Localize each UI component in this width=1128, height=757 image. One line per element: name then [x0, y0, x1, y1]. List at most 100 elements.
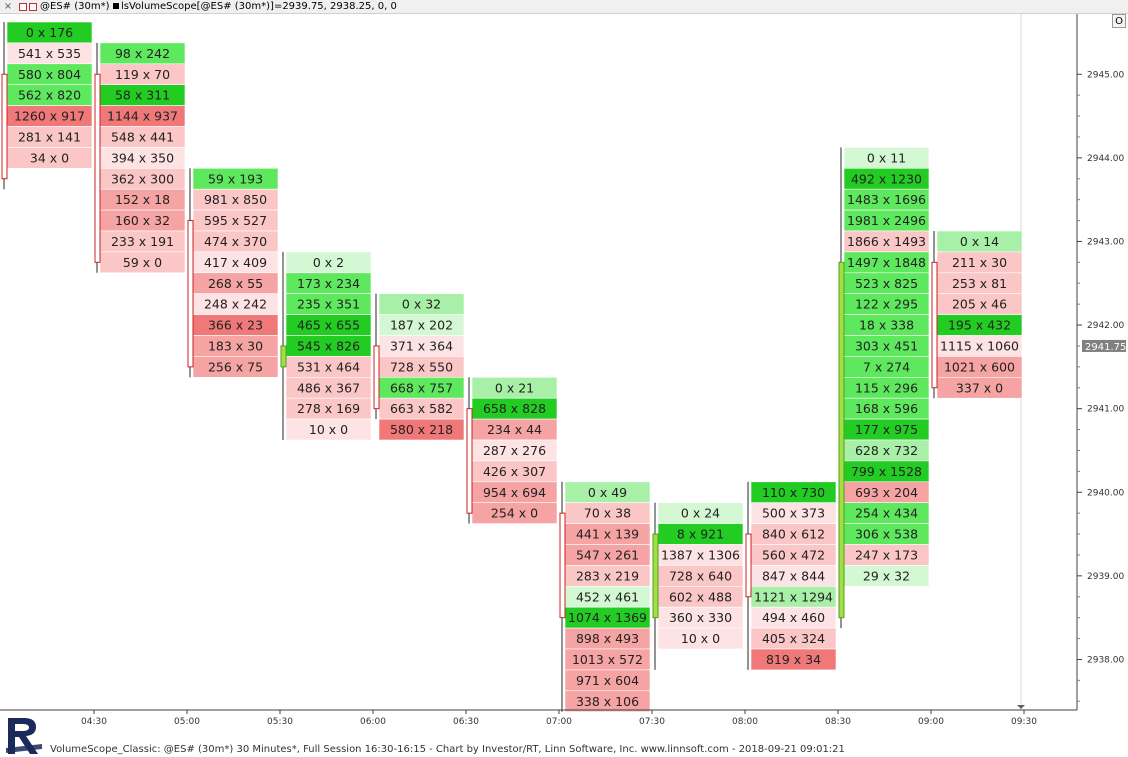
volume-cell-label: 541 x 535	[18, 46, 81, 61]
candle-body-up	[652, 533, 659, 619]
chart-type-icon-2[interactable]	[29, 3, 37, 11]
volume-cell-label: 119 x 70	[115, 67, 170, 82]
volume-cell-label: 183 x 30	[208, 338, 263, 353]
volume-cell-label: 1074 x 1369	[568, 610, 647, 625]
volume-cell-label: 70 x 38	[584, 506, 631, 521]
volume-cell-label: 234 x 44	[487, 422, 542, 437]
last-price-box	[1082, 339, 1126, 352]
volume-cell-label: 628 x 732	[855, 443, 918, 458]
y-tick-label: 2944.00	[1087, 154, 1124, 164]
volume-cell-label: 668 x 757	[390, 380, 453, 395]
candle-body-down	[745, 533, 752, 598]
volume-cell-label: 1260 x 917	[14, 109, 85, 124]
volume-cell-label: 253 x 81	[952, 276, 1007, 291]
volume-cell-label: 173 x 234	[297, 276, 360, 291]
volume-cell-label: 211 x 30	[952, 255, 1007, 270]
chart-type-icon[interactable]	[19, 3, 27, 11]
candle-body-up	[280, 345, 287, 368]
volume-cell-label: 663 x 582	[390, 401, 453, 416]
volume-cell-label: 981 x 850	[204, 192, 267, 207]
volume-cell-label: 337 x 0	[956, 380, 1003, 395]
volume-cell-label: 954 x 694	[483, 485, 546, 500]
volume-scope-chart: 0 x 176 541 x 535 580 x 804 562 x 820 1260 x…	[0, 14, 1126, 727]
x-tick-label: 08:30	[825, 717, 851, 727]
volume-cell-label: 971 x 604	[576, 673, 639, 688]
volume-cell-label: 287 x 276	[483, 443, 546, 458]
volume-cell-label: 494 x 460	[762, 610, 825, 625]
volume-cell-label: 59 x 0	[123, 255, 162, 270]
volume-bar-0400: 0 x 176 541 x 535 580 x 804 562 x 820 1260 x…	[1, 21, 93, 190]
volume-cell-label: 492 x 1230	[851, 171, 922, 186]
candle-body-up	[838, 261, 845, 619]
volume-cell-label: 278 x 169	[297, 401, 360, 416]
volume-cell-label: 1866 x 1493	[847, 234, 926, 249]
volume-cell-label: 254 x 434	[855, 506, 918, 521]
footer-caption: VolumeScope_Classic: @ES# (30m*) 30 Minu…	[50, 744, 845, 755]
volume-cell-label: 10 x 0	[309, 422, 348, 437]
volume-cell-label: 658 x 828	[483, 401, 546, 416]
volume-cell-label: 160 x 32	[115, 213, 170, 228]
x-tick-label: 06:30	[453, 717, 479, 727]
candle-body-down	[94, 73, 101, 263]
volume-bar-0900: 0 x 14 211 x 30 253 x 81 205 x 46 195 x 432 1…	[931, 230, 1023, 399]
volume-cell-label: 29 x 32	[863, 568, 910, 583]
x-tick-label: 05:30	[267, 717, 293, 727]
volume-bar-0800: 110 x 730 500 x 373 840 x 612 560 x 472 847 …	[745, 481, 837, 671]
volume-bar-0730: 0 x 24 8 x 921 1387 x 1306 728 x 640 602 x 4…	[652, 502, 744, 670]
volume-cell-label: 168 x 596	[855, 401, 918, 416]
volume-cell-label: 18 x 338	[859, 318, 914, 333]
volume-cell-label: 233 x 191	[111, 234, 174, 249]
volume-cell-label: 548 x 441	[111, 129, 174, 144]
volume-cell-label: 405 x 324	[762, 631, 825, 646]
indicator-color-icon	[113, 3, 119, 9]
x-tick-label: 07:00	[546, 717, 572, 727]
volume-cell	[657, 627, 744, 650]
volume-cell-label: 152 x 18	[115, 192, 170, 207]
close-icon[interactable]: ×	[3, 1, 13, 12]
volume-cell-label: 728 x 640	[669, 568, 732, 583]
volume-cell-label: 0 x 14	[960, 234, 999, 249]
volume-cell-label: 394 x 350	[111, 150, 174, 165]
volume-cell-label: 366 x 23	[208, 318, 263, 333]
y-tick-label: 2941.00	[1087, 405, 1124, 415]
volume-cell-label: 10 x 0	[681, 631, 720, 646]
volume-cell-label: 248 x 242	[204, 297, 267, 312]
volume-cell-label: 303 x 451	[855, 338, 918, 353]
current-time-marker	[1017, 705, 1025, 709]
volume-cell-label: 1387 x 1306	[661, 547, 740, 562]
volume-cell-label: 338 x 106	[576, 694, 639, 709]
options-button[interactable]: O	[1112, 14, 1126, 28]
y-tick-label: 2945.00	[1087, 70, 1124, 80]
volume-cell-label: 187 x 202	[390, 318, 453, 333]
volume-cell-label: 847 x 844	[762, 568, 825, 583]
volume-cell-label: 306 x 538	[855, 527, 918, 542]
volume-cell-label: 426 x 307	[483, 464, 546, 479]
volume-cell-label: 281 x 141	[18, 129, 81, 144]
x-tick-label: 08:00	[732, 717, 758, 727]
volume-cell-label: 545 x 826	[297, 338, 360, 353]
volume-cell-label: 360 x 330	[669, 610, 732, 625]
volume-cell-label: 465 x 655	[297, 318, 360, 333]
volume-bar-0500: 59 x 193 981 x 850 595 x 527 474 x 370 417 x…	[187, 168, 279, 378]
axis-layer: 2938.00 2939.00 2940.00 2941.00 2942.00 2943.…	[0, 14, 1126, 727]
indicator-label: lsVolumeScope[@ES# (30m*)]=2939.75, 2938…	[121, 1, 397, 12]
volume-bar-0830: 0 x 11 492 x 1230 1483 x 1696 1981 x 2496 18…	[838, 147, 930, 629]
candle-body-down	[187, 220, 194, 368]
x-tick-label: 07:30	[639, 717, 665, 727]
volume-cell-label: 693 x 204	[855, 485, 918, 500]
candle-body-down	[1, 73, 8, 180]
volume-cell-label: 531 x 464	[297, 359, 360, 374]
x-tick-label: 04:30	[81, 717, 107, 727]
volume-cell-label: 1115 x 1060	[940, 338, 1019, 353]
volume-cell-label: 560 x 472	[762, 547, 825, 562]
volume-cell-label: 500 x 373	[762, 506, 825, 521]
candle-body-down	[373, 345, 380, 410]
volume-cell-label: 580 x 804	[18, 67, 81, 82]
last-price-label: 2941.75	[1085, 342, 1126, 353]
volume-cell-label: 452 x 461	[576, 589, 639, 604]
volume-cell-label: 0 x 24	[681, 506, 720, 521]
volume-cell-label: 371 x 364	[390, 338, 453, 353]
volume-cell-label: 122 x 295	[855, 297, 918, 312]
volume-cell-label: 1144 x 937	[107, 109, 178, 124]
volume-cell	[378, 418, 465, 441]
